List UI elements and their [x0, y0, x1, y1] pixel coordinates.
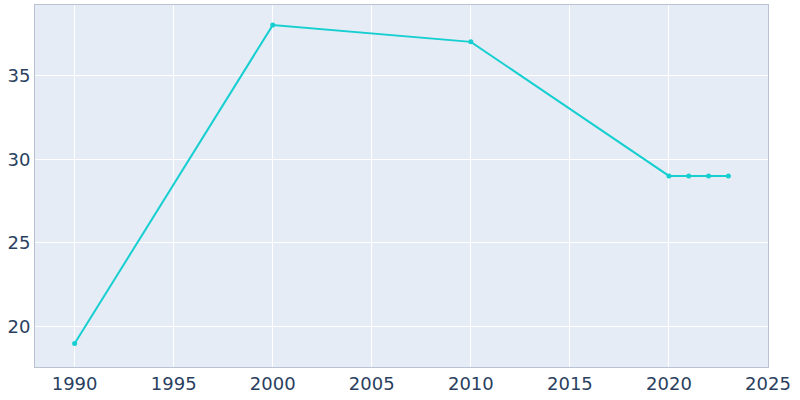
- svg-text:1990: 1990: [52, 373, 98, 394]
- svg-text:20: 20: [7, 316, 30, 337]
- svg-text:2020: 2020: [646, 373, 692, 394]
- svg-text:2025: 2025: [745, 373, 791, 394]
- svg-text:30: 30: [7, 148, 30, 169]
- svg-text:2005: 2005: [349, 373, 395, 394]
- svg-text:35: 35: [7, 65, 30, 86]
- svg-text:2015: 2015: [547, 373, 593, 394]
- svg-text:2010: 2010: [448, 373, 494, 394]
- svg-text:25: 25: [7, 232, 30, 253]
- svg-text:2000: 2000: [250, 373, 296, 394]
- svg-text:1995: 1995: [151, 373, 197, 394]
